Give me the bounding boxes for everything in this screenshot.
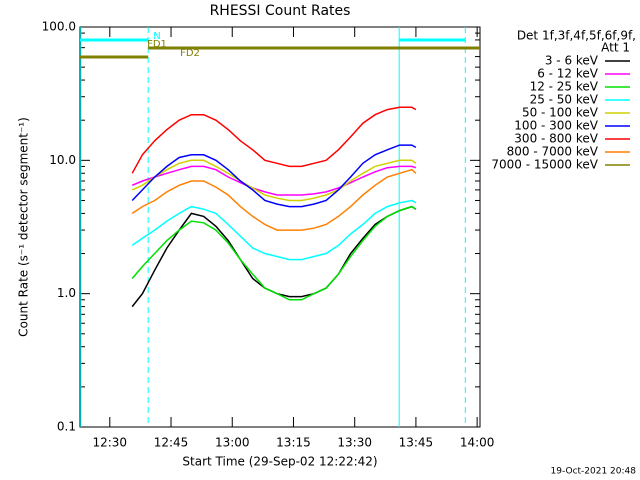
chart-title: RHESSI Count Rates — [210, 3, 351, 19]
legend-label: 12 - 25 keV — [530, 80, 599, 94]
flag-label: FD1 — [147, 39, 167, 50]
legend-label: 7000 - 15000 keV — [491, 158, 598, 172]
y-tick-label: 100.0 — [42, 20, 76, 34]
series-line — [131, 144, 417, 208]
x-tick-label: 12:30 — [92, 436, 127, 450]
y-tick-label: 0.1 — [57, 420, 76, 434]
x-tick-label: 13:30 — [337, 436, 372, 450]
x-tick-label: 13:15 — [276, 436, 311, 450]
x-axis-label: Start Time (29-Sep-02 12:22:42) — [182, 455, 377, 469]
plot-frame — [79, 26, 481, 428]
y-tick-label: 10.0 — [49, 153, 76, 167]
series-line — [131, 165, 417, 196]
series-line — [131, 205, 417, 301]
flag-label: FD2 — [180, 48, 200, 59]
series-line — [131, 106, 417, 174]
timestamp: 19-Oct-2021 20:48 — [551, 467, 637, 477]
legend-label: 800 - 7000 keV — [507, 145, 599, 159]
legend-label: 300 - 800 keV — [514, 132, 598, 146]
y-axis-label: Count Rate (s⁻¹ detector segment⁻¹) — [17, 117, 31, 337]
legend-title: Det 1f,3f,4f,5f,6f,9f, — [517, 29, 636, 43]
series-line — [131, 199, 417, 261]
legend-label: 3 - 6 keV — [545, 54, 599, 68]
x-tick-label: 14:00 — [460, 436, 495, 450]
legend-label: 50 - 100 keV — [522, 106, 599, 120]
legend-title: Att 1 — [601, 41, 630, 55]
series-line — [131, 159, 417, 202]
x-tick-label: 13:00 — [215, 436, 250, 450]
legend-label: 25 - 50 keV — [530, 93, 599, 107]
series-line — [131, 168, 417, 231]
y-tick-label: 1.0 — [57, 286, 76, 300]
flag-label: N — [153, 31, 160, 42]
legend-label: 6 - 12 keV — [537, 67, 599, 81]
legend-label: 100 - 300 keV — [514, 119, 598, 133]
x-tick-label: 13:45 — [399, 436, 434, 450]
x-tick-label: 12:45 — [154, 436, 189, 450]
